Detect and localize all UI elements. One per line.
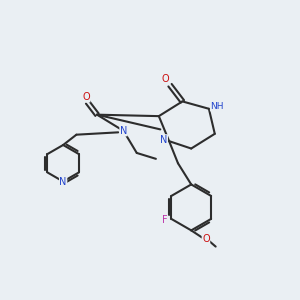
Text: N: N [120, 126, 127, 136]
Text: O: O [162, 74, 170, 84]
Text: N: N [59, 177, 67, 187]
Text: N: N [160, 135, 167, 145]
Text: NH: NH [210, 102, 224, 111]
Text: F: F [162, 215, 168, 225]
Text: O: O [202, 234, 210, 244]
Text: O: O [82, 92, 90, 102]
